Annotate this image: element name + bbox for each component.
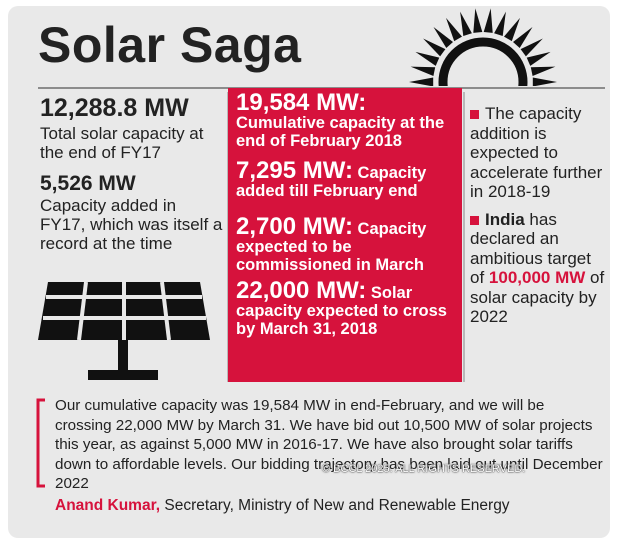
stat-figure: 12,288.8 MW [40, 94, 189, 122]
bullet-text: of solar capacity by 2022 [470, 268, 605, 326]
sun-ray [446, 17, 462, 42]
bullet-lead: India [485, 209, 525, 229]
sun-ray [520, 38, 543, 57]
bullet: India has declared an ambitious target o… [470, 210, 608, 327]
capacity-figure: 7,295 MW: [236, 157, 353, 184]
capacity-item: 19,584 MW: Cumulative capacity at the en… [236, 91, 458, 151]
bullet-text: The capacity addition is expected to acc… [470, 104, 603, 201]
bullet-highlight: 100,000 MW [488, 268, 586, 287]
sun-ray [504, 17, 520, 42]
title: Solar Saga [38, 17, 302, 73]
capacity-item: 22,000 MW: Solar capacity expected to cr… [236, 279, 458, 339]
capacity-text: Capacity expected to be commissioned in … [236, 220, 427, 274]
quote: Our cumulative capacity was 19,584 MW in… [55, 397, 603, 492]
sun-ray [473, 8, 483, 33]
right-column: The capacity addition is expected to acc… [470, 104, 608, 327]
capacity-figure: 2,700 MW: [236, 213, 353, 240]
bullet: The capacity addition is expected to acc… [470, 104, 608, 202]
stat-text: Total solar capacity at the end of FY17 [40, 124, 204, 162]
capacity-item: 2,700 MW: Capacity expected to be commis… [236, 215, 458, 275]
sun-ray [433, 27, 453, 48]
capacity-figure: 22,000 MW: [236, 277, 367, 304]
capacity-text: Capacity added till February end [236, 164, 427, 200]
capacity-text: Cumulative capacity at the end of Februa… [236, 114, 445, 150]
sun-ray [494, 11, 506, 36]
sun-ray [530, 66, 556, 76]
highlight-box: 19,584 MW: Cumulative capacity at the en… [228, 88, 462, 382]
sun-ray [513, 27, 533, 48]
sun-ray [415, 51, 440, 66]
stat-figure: 5,526 MW [40, 172, 136, 195]
sun-ray [532, 77, 557, 86]
capacity-text: Solar capacity expected to cross by Marc… [236, 284, 447, 338]
role: Secretary, Ministry of New and Renewable… [164, 497, 510, 514]
sun-ray [410, 66, 436, 76]
author: Anand Kumar, [55, 497, 161, 514]
stat-text: Capacity added in FY17, which was itself… [40, 196, 223, 253]
capacity-item: 7,295 MW: Capacity added till February e… [236, 159, 458, 201]
sun-ray [460, 11, 472, 36]
sun-ray [409, 77, 434, 86]
watermark: © BCCL 2025. ALL RIGHTS RESERVED. [322, 463, 526, 475]
sun-ray [526, 51, 551, 66]
bullet-text: has declared an ambitious target of [470, 209, 591, 288]
attribution: Anand Kumar, Secretary, Ministry of New … [55, 497, 510, 515]
capacity-figure: 19,584 MW: [236, 89, 367, 116]
sun-ray [483, 8, 493, 33]
sun-ray [423, 38, 446, 57]
